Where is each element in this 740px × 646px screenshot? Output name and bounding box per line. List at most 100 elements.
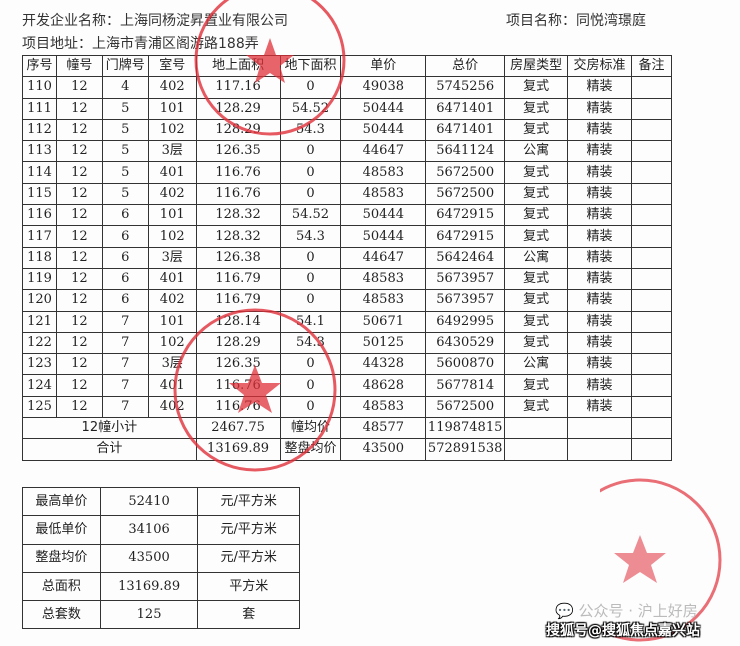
table-cell: 12 [55,395,103,419]
table-cell: 54.3 [279,118,342,142]
table-cell [631,204,672,227]
column-header: 备注 [631,54,672,78]
column-header: 地上面积 [195,54,281,78]
table-cell: 101 [147,310,197,333]
total-avg-label: 整盘均价 [279,438,342,461]
table-cell: 12 [55,310,103,333]
summary-value: 52410 [99,486,199,517]
table-cell: 复式 [504,289,569,312]
table-row: 114 12 5 401 116.76 0 48583 5672500 复式 精装 [22,161,672,184]
table-cell: 7 [101,331,149,355]
table-cell: 115 [22,182,57,206]
table-cell: 125 [22,395,57,419]
table-cell: 0 [279,140,342,163]
subtotal-area: 2467.75 [195,417,281,440]
table-cell: 50444 [340,118,427,142]
table-cell: 12 [55,140,103,163]
column-header: 单价 [340,54,427,78]
table-cell: 116.76 [195,182,281,206]
table-cell: 复式 [504,267,569,291]
table-cell: 5673957 [425,289,506,312]
empty-cell [631,438,672,461]
table-cell: 复式 [504,76,569,99]
project-name: 项目名称：同悦湾璟庭 [506,13,646,29]
summary-label: 最低单价 [22,515,101,545]
table-cell: 50444 [340,97,427,120]
table-row: 120 12 6 402 116.79 0 48583 5673957 复式 精装 [22,289,672,312]
table-cell [631,267,672,291]
table-cell: 精装 [567,395,632,419]
summary-label: 总套数 [22,600,101,630]
table-cell: 6 [101,225,149,248]
table-cell: 精装 [567,161,632,184]
summary-unit: 元/平方米 [197,515,300,545]
table-cell: 精装 [567,182,632,206]
table-cell [631,76,672,99]
table-cell: 6471401 [425,118,506,142]
table-cell: 复式 [504,118,569,142]
total-row: 合计 13169.89 整盘均价 43500 572891538 [22,438,672,461]
table-row: 110 12 4 402 117.16 0 49038 5745256 复式 精装 [22,76,672,99]
table-cell: 112 [22,118,57,142]
table-row: 122 12 7 102 128.29 54.3 50125 6430529 复式 精装 [22,331,672,355]
table-cell: 精装 [567,140,632,163]
column-header: 幢号 [55,54,103,78]
table-cell: 116.76 [195,161,281,184]
table-cell: 6 [101,246,149,269]
summary-label: 总面积 [22,571,101,602]
column-header: 总价 [425,54,506,78]
table-cell: 111 [22,97,57,120]
table-cell: 复式 [504,225,569,248]
table-cell: 7 [101,353,149,376]
table-cell [631,395,672,419]
table-cell: 116.79 [195,267,281,291]
table-cell: 6 [101,204,149,227]
price-table: 序号 幢号 门牌号 室号 地上面积 地下面积 单价 总价 房屋类型 交房标准 备注 110 12 4 402… [22,54,672,461]
table-cell: 101 [147,97,197,120]
table-cell: 102 [147,118,197,142]
table-cell: 48583 [340,161,427,184]
column-header: 室号 [147,54,197,78]
table-cell: 101 [147,204,197,227]
table-cell: 110 [22,76,57,99]
table-cell: 401 [147,267,197,291]
table-cell: 5 [101,118,149,142]
table-cell: 精装 [567,97,632,120]
table-cell: 复式 [504,310,569,333]
table-cell: 5 [101,161,149,184]
subtotal-label: 12幢小计 [22,417,197,440]
table-cell [631,353,672,376]
table-cell: 5600870 [425,353,506,376]
summary-unit: 套 [197,600,300,630]
table-row: 118 12 6 3层 126.38 0 44647 5642464 公寓 精装 [22,246,672,269]
wechat-watermark-text: 公众号 · 沪上好房 [578,602,698,620]
table-cell: 3层 [147,246,197,269]
table-cell: 精装 [567,289,632,312]
table-cell: 5745256 [425,76,506,99]
table-cell [631,374,672,397]
subtotal-avg-price: 48577 [340,417,427,440]
table-cell: 0 [279,374,342,397]
table-cell: 精装 [567,246,632,269]
table-cell: 12 [55,182,103,206]
table-cell: 5672500 [425,161,506,184]
table-cell: 12 [55,161,103,184]
table-cell: 402 [147,76,197,99]
summary-label: 整盘均价 [22,543,101,573]
table-cell: 复式 [504,182,569,206]
summary-row: 最低单价 34106 元/平方米 [22,515,300,545]
table-cell: 精装 [567,204,632,227]
project-address: 项目地址：上海市青浦区阁游路188弄 [22,36,259,52]
table-cell: 0 [279,182,342,206]
table-cell: 102 [147,225,197,248]
total-label: 合计 [22,438,197,461]
column-header: 地下面积 [279,54,342,78]
table-cell: 102 [147,331,197,355]
table-cell: 49038 [340,76,427,99]
table-cell: 12 [55,97,103,120]
table-cell: 公寓 [504,140,569,163]
summary-row: 总面积 13169.89 平方米 [22,571,300,602]
developer-name: 开发企业名称：上海同杨淀昇置业有限公司 [22,13,288,29]
table-cell: 精装 [567,310,632,333]
table-cell [631,182,672,206]
